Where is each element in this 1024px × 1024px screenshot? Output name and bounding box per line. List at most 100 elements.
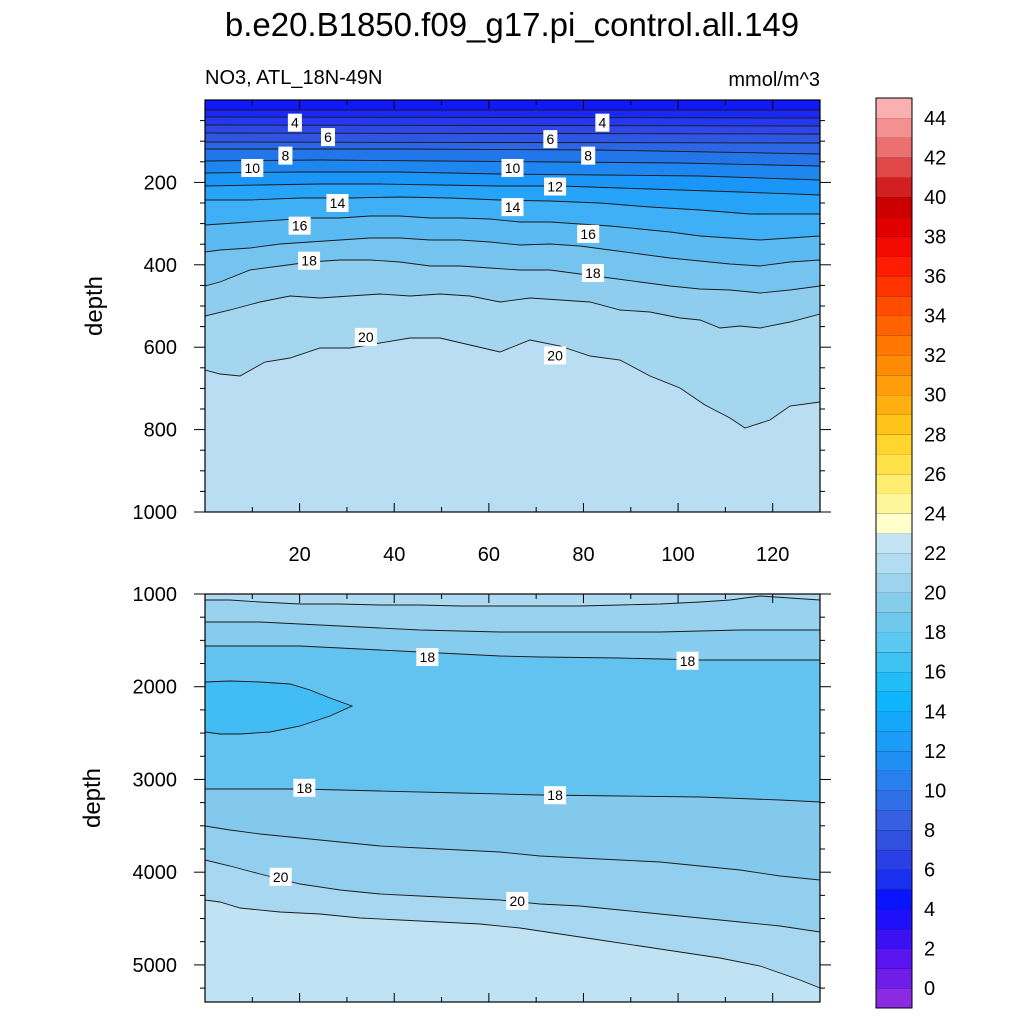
colorbar-label: 30 [924,385,946,407]
contour-line [205,183,820,196]
contour-label-box [241,158,264,177]
colorbar-swatch [876,770,912,791]
colorbar-swatch [876,533,912,554]
contour-label: 16 [577,224,600,243]
colorbar-swatch [876,671,912,692]
contour-label: 20 [544,346,567,365]
contour-label: 4 [287,113,302,132]
colorbar-swatch [876,849,912,870]
y-tick-label: 2000 [133,677,178,699]
contour-label: 20 [354,327,377,346]
colorbar-label: 38 [924,226,946,248]
colorbar-label: 20 [924,583,946,605]
colorbar-swatch [876,276,912,297]
colorbar-swatch [876,177,912,198]
colorbar-swatch [876,374,912,396]
colorbar-swatch [876,196,912,217]
colorbar-swatch [876,632,912,653]
colorbar-swatch [876,493,912,514]
contour-label: 12 [544,177,567,196]
y-tick-label: 400 [144,255,177,277]
contour-label-text: 4 [598,115,606,131]
fill-band-15 [205,100,820,110]
contour-label-box [581,146,596,165]
colorbar-swatch [876,355,912,376]
contour-label-box [354,327,377,346]
contour-label: 8 [581,146,596,165]
y-tick-label: 1000 [133,502,178,524]
contour-line [205,159,820,167]
colorbar-label: 16 [924,662,946,684]
contour-label: 8 [278,146,293,165]
contour-label-box [544,177,567,196]
lower-panel: 1000 2000 3000 4000 5000 18 18 18 18 20 20 depth [79,584,831,1003]
contour-label-box [326,194,349,212]
colorbar-swatch [876,335,912,356]
colorbar-swatch [876,513,912,534]
contour-line [205,259,820,294]
contour-label-text: 12 [547,179,563,195]
contour-label-text: 16 [580,226,596,242]
contour-label-text: 4 [291,115,299,131]
contour-label: 16 [288,216,311,235]
colorbar-swatch [876,434,912,455]
colorbar-label: 24 [924,503,946,525]
colorbar-label: 26 [924,464,946,486]
colorbar-swatch [876,651,912,672]
contour-label-text: 18 [301,253,317,269]
x-tick-label: 40 [383,544,405,566]
contour-label: 14 [326,194,349,212]
contour-label-box [595,113,610,132]
contour-label-text: 8 [584,148,592,164]
contour-label-text: 14 [505,199,521,215]
x-tick-label: 80 [572,544,594,566]
contour-line [205,141,820,144]
x-tick-label: 120 [756,544,789,566]
contour-line [205,680,354,735]
colorbar-label: 22 [924,543,946,565]
y-tick-label: 5000 [133,955,178,977]
x-tick-label: 20 [288,544,310,566]
lower-plot-frame [204,593,821,1003]
colorbar-swatch [876,592,912,613]
colorbar: 0246810121416182022242628303234363840424… [875,97,946,1009]
contour-label-box [416,648,439,667]
y-tick-label: 3000 [133,769,178,791]
contour-label-text: 18 [297,780,313,796]
contour-label-text: 6 [324,129,332,145]
fill-band-7 [205,594,820,606]
contour-label-text: 20 [358,329,374,345]
contour-line [205,595,820,607]
colorbar-label: 18 [924,622,946,644]
contour-label-box [293,778,316,797]
contour-label: 6 [543,130,558,149]
contour-label-box [278,146,293,165]
colorbar-swatch [876,790,912,811]
colorbar-frame [875,97,913,1009]
colorbar-swatch [876,810,912,831]
colorbar-label: 0 [924,978,935,1000]
colorbar-swatch [876,711,912,732]
contour-label: 18 [293,778,316,797]
colorbar-label: 34 [924,306,946,328]
contour-label-text: 8 [282,148,290,164]
contour-label-box [287,113,302,132]
colorbar-swatch [876,928,912,949]
contour-label-text: 20 [273,869,289,885]
contour-label-box [321,128,335,147]
contour-label-box [544,786,567,805]
contour-line [205,171,820,181]
colorbar-label: 4 [924,899,935,921]
contour-label-text: 18 [547,787,563,803]
contour-label-box [501,198,524,217]
contour-label-box [288,216,311,235]
contour-label: 10 [501,158,524,177]
colorbar-swatch [876,731,912,752]
contour-label-box [676,651,699,670]
upper-ylabel: depth [81,276,108,336]
colorbar-swatch [876,909,912,930]
contour-label-box [543,130,558,149]
colorbar-label: 2 [924,939,935,961]
colorbar-label: 36 [924,266,946,288]
